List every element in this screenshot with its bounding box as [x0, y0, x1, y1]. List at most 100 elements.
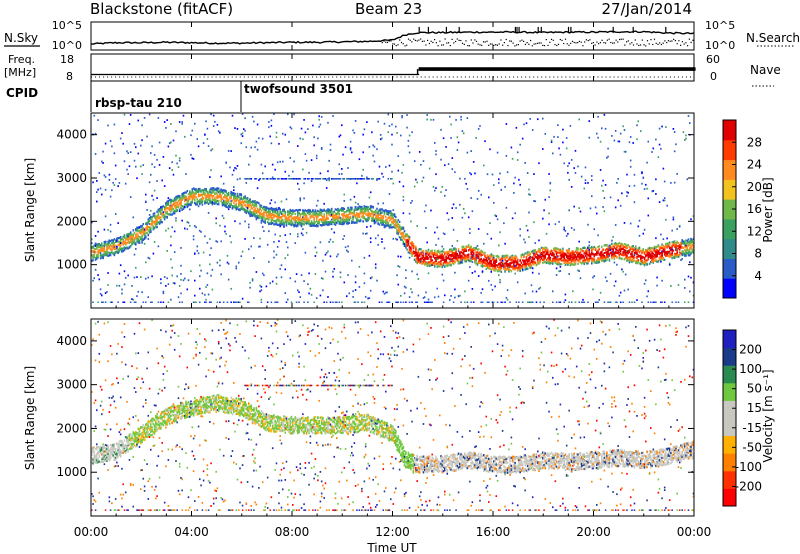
- range-cell: [338, 220, 341, 223]
- freq-point: [405, 73, 408, 76]
- freq-point: [340, 73, 342, 76]
- range-cell: [255, 271, 258, 273]
- range-cell: [359, 209, 362, 212]
- range-cell: [119, 248, 122, 251]
- range-cell: [401, 227, 403, 230]
- range-cell: [284, 219, 287, 222]
- range-cell: [275, 212, 278, 215]
- range-cell: [451, 259, 454, 262]
- range-cell: [112, 240, 114, 243]
- range-cell: [299, 137, 302, 140]
- freq-point: [603, 67, 606, 71]
- freq-point: [141, 73, 143, 76]
- range-cell: [199, 189, 201, 192]
- nsearch-point: [407, 38, 410, 40]
- range-cell: [402, 164, 405, 166]
- range-cell: [273, 216, 275, 219]
- range-cell: [366, 218, 368, 221]
- range-cell: [430, 264, 432, 267]
- range-cell: [146, 223, 148, 226]
- range-cell: [147, 256, 150, 259]
- range-cell: [92, 279, 94, 282]
- range-cell: [447, 218, 450, 221]
- range-cell: [436, 226, 439, 229]
- range-cell: [432, 255, 435, 258]
- range-cell: [295, 273, 298, 275]
- nave-point: [364, 76, 366, 78]
- range-cell: [152, 221, 155, 224]
- range-cell: [436, 254, 439, 257]
- range-cell: [166, 119, 168, 121]
- nsearch-point: [498, 43, 500, 45]
- nave-point: [420, 76, 422, 78]
- range-cell: [175, 201, 177, 204]
- range-cell: [170, 204, 172, 207]
- range-cell: [367, 178, 369, 180]
- range-cell: [166, 250, 168, 252]
- range-cell: [454, 257, 456, 260]
- range-cell: [318, 178, 320, 180]
- range-cell: [118, 247, 121, 250]
- nave-point: [597, 76, 599, 78]
- range-cell: [314, 221, 317, 224]
- range-cell: [137, 119, 140, 122]
- range-cell: [439, 262, 441, 266]
- freq-point: [546, 67, 548, 71]
- range-cell: [314, 255, 317, 257]
- range-cell: [271, 163, 274, 166]
- range-cell: [425, 291, 427, 294]
- range-cell: [455, 207, 457, 209]
- range-cell: [119, 237, 122, 241]
- range-cell: [309, 216, 312, 219]
- freq-point: [303, 73, 305, 76]
- freq-point: [403, 73, 406, 76]
- freq-point: [455, 67, 458, 71]
- freq-point: [402, 73, 405, 76]
- range-cell: [444, 253, 446, 256]
- range-cell: [367, 219, 369, 222]
- range-cell: [140, 232, 142, 235]
- range-cell: [152, 214, 155, 217]
- range-cell: [367, 206, 369, 209]
- range-cell: [127, 241, 129, 244]
- range-cell: [229, 203, 231, 206]
- freq-point: [616, 67, 619, 71]
- freq-point: [277, 73, 280, 76]
- range-cell: [187, 204, 190, 207]
- freq-point: [222, 73, 225, 76]
- range-cell: [265, 206, 268, 209]
- freq-point: [627, 67, 630, 71]
- range-cell: [103, 174, 106, 177]
- range-cell: [225, 201, 227, 204]
- range-cell: [372, 218, 374, 221]
- range-cell: [270, 199, 273, 202]
- range-cell: [310, 178, 313, 180]
- range-cell: [191, 199, 194, 202]
- range-cell: [470, 301, 472, 303]
- nave-point: [95, 76, 96, 78]
- range-cell: [428, 301, 431, 303]
- range-cell: [416, 181, 418, 184]
- range-cell: [142, 229, 145, 232]
- range-cell: [477, 248, 480, 251]
- range-cell: [204, 193, 206, 196]
- freq-point: [408, 73, 411, 76]
- range-cell: [485, 258, 488, 261]
- nsearch-point: [393, 43, 396, 45]
- range-cell: [106, 252, 108, 255]
- nave-point: [525, 76, 527, 78]
- range-cell: [140, 144, 142, 147]
- range-cell: [211, 148, 214, 151]
- range-cell: [368, 254, 371, 257]
- range-cell: [276, 216, 279, 219]
- range-cell: [386, 301, 388, 303]
- range-cell: [276, 223, 279, 226]
- freq-point: [388, 73, 391, 76]
- range-cell: [431, 259, 433, 262]
- range-cell: [119, 239, 122, 242]
- range-cell: [260, 289, 263, 292]
- freq-point: [452, 67, 455, 71]
- range-cell: [190, 195, 192, 198]
- range-cell: [219, 301, 221, 303]
- range-cell: [489, 255, 491, 258]
